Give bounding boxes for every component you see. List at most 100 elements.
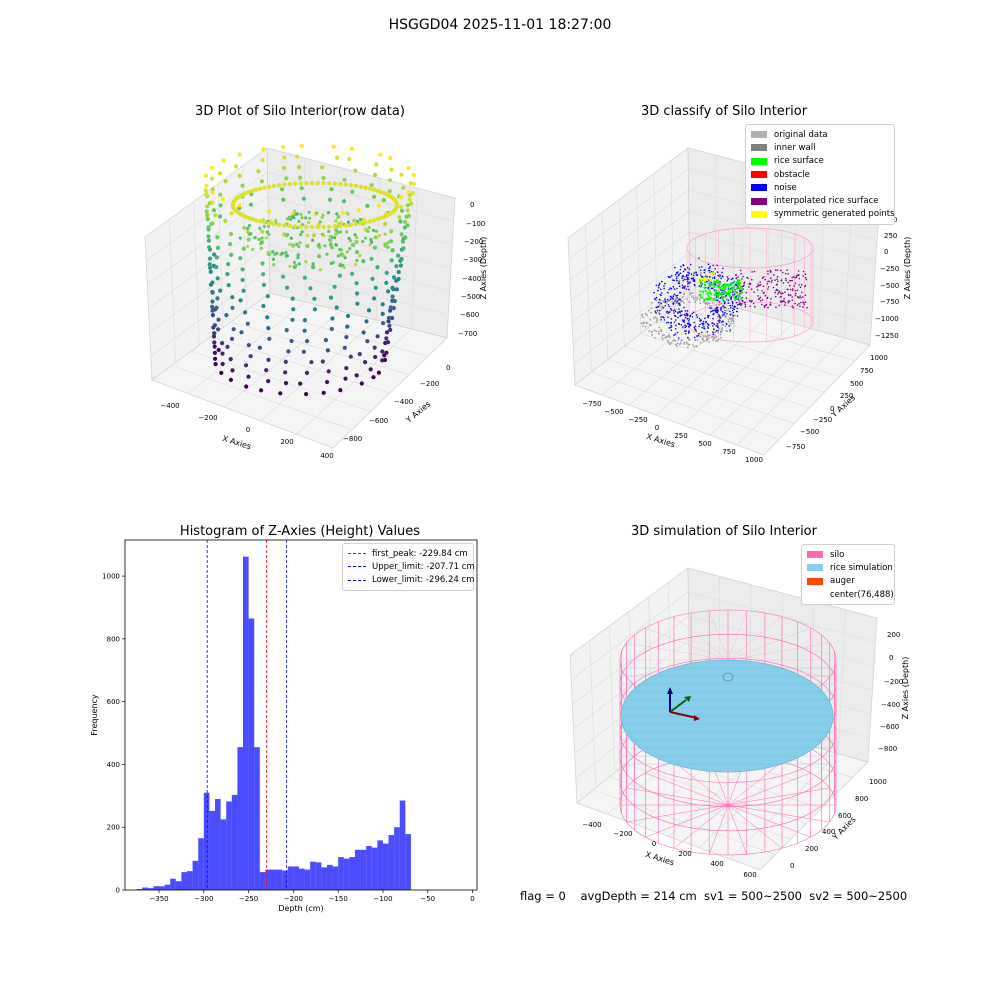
raw-data-point [355,258,359,263]
raw-data-point [287,223,292,229]
noise-point [690,277,693,280]
raw-data-point [244,384,249,389]
noise-point [679,312,681,314]
noise-point [732,291,734,294]
interpolated-point [791,296,793,298]
raw-data-point [332,224,337,229]
interpolated-point [787,302,790,304]
interpolated-point [804,276,807,279]
raw-data-point [403,235,408,240]
original-data-point [655,299,658,302]
original-data-point [686,346,689,348]
interpolated-point [761,303,763,306]
p4-ztick: −600 [880,723,899,731]
raw-data-point [347,156,352,162]
noise-point [670,326,673,328]
panel1-yticks: 0 −200 −400 −600 −800 [343,364,450,443]
original-data-point [688,343,691,346]
original-data-point [660,330,663,333]
raw-data-point [203,188,208,193]
raw-data-point [264,368,269,373]
raw-data-point [216,347,221,353]
raw-data-point [220,341,225,346]
noise-point [685,312,688,315]
interpolated-point [782,282,785,284]
raw-data-point [218,214,223,219]
interpolated-point [739,301,741,303]
raw-data-point [207,245,212,250]
raw-data-point [408,181,413,186]
raw-data-point [271,183,277,189]
raw-data-point [261,147,266,152]
raw-data-point [285,285,290,290]
interpolated-point [787,273,790,275]
interpolated-point [775,289,777,292]
legend-label: center(76,488) [830,589,894,600]
raw-data-point [365,339,370,344]
noise-point [682,270,685,273]
interpolated-point [779,300,782,302]
interpolated-point [750,301,753,303]
legend-swatch [807,577,823,585]
original-data-point [657,330,660,333]
raw-data-point [373,235,378,240]
raw-data-point [381,321,386,326]
raw-data-point [364,236,368,240]
p1-ytick: 0 [446,364,450,372]
raw-data-point [301,196,306,201]
interpolated-point [745,291,748,294]
noise-point [711,310,713,312]
original-data-point [650,311,652,314]
raw-data-point [347,236,351,240]
noise-point [677,316,679,319]
raw-data-point [358,217,363,222]
p1-xtick: 0 [246,426,250,434]
interpolated-point [806,307,808,309]
noise-point [693,328,696,330]
original-data-point [695,345,698,347]
noise-point [668,299,670,302]
interpolated-point [763,276,765,278]
interpolated-point [770,277,772,279]
noise-point [724,301,726,304]
interpolated-point [802,270,805,273]
raw-data-point [204,209,209,214]
noise-point [678,273,680,276]
noise-point [679,298,682,301]
noise-point [679,291,681,294]
grid-line [709,330,819,436]
raw-data-point [283,370,288,375]
raw-data-point [220,197,226,202]
raw-data-point [390,285,395,290]
original-data-point [725,306,728,309]
original-data-point [661,336,663,339]
raw-data-point [373,354,378,360]
raw-data-point [267,232,271,236]
raw-data-point [285,217,290,221]
raw-data-point [386,245,390,249]
original-data-point [675,345,678,347]
noise-point [688,320,690,322]
interpolated-point [764,294,767,297]
original-data-point [658,326,661,329]
noise-point [732,315,735,317]
raw-data-point [209,165,214,170]
noise-point [684,316,687,319]
interpolated-point [776,275,779,278]
interpolated-point [778,290,781,293]
noise-point [681,319,684,321]
raw-data-point [206,234,211,239]
raw-data-point [261,303,266,309]
raw-data-point [308,216,312,220]
raw-data-point [370,276,375,281]
raw-data-point [367,219,373,224]
noise-point [728,325,730,327]
original-data-point [730,320,733,323]
noise-point [683,319,686,322]
noise-point [719,280,721,283]
raw-data-point [287,181,292,187]
raw-data-point [316,244,320,248]
interpolated-point [759,300,762,302]
original-data-point [648,330,651,333]
original-data-point [654,337,656,339]
